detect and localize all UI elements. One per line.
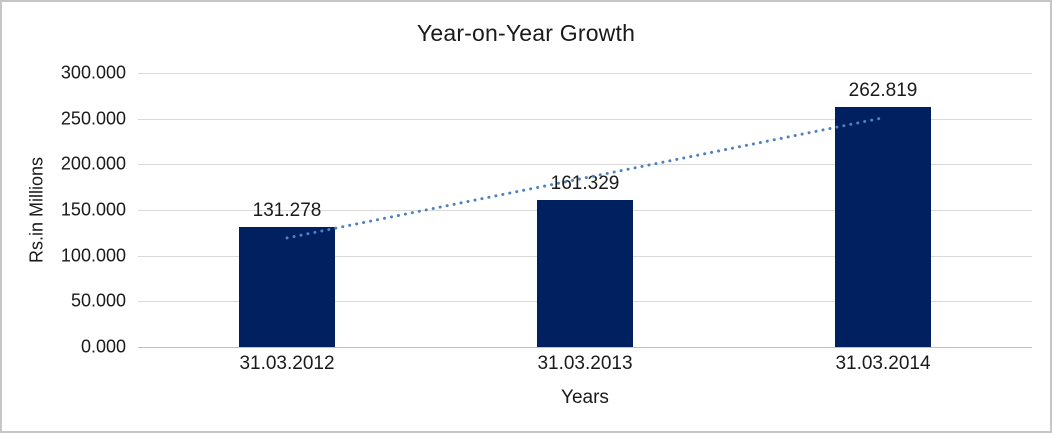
gridline [138, 118, 1032, 120]
gridline [138, 73, 1032, 74]
bar-data-label: 262.819 [848, 79, 918, 101]
y-tick-label: 300.000 [60, 62, 126, 83]
x-axis-categories: 31.03.2012 31.03.2013 31.03.2014 [138, 353, 1032, 377]
bar-data-label: 131.278 [252, 200, 322, 222]
x-category-label: 31.03.2012 [239, 353, 335, 374]
y-tick-label: 250.000 [60, 108, 126, 129]
y-axis-ticks: 0.000 50.000 100.000 150.000 200.000 250.000 3… [2, 63, 126, 357]
y-tick-label: 0.000 [80, 336, 126, 357]
gridline [138, 164, 1032, 166]
bar [835, 106, 931, 347]
chart-title: Year-on-Year Growth [416, 20, 636, 46]
x-category-label: 31.03.2013 [537, 353, 633, 374]
x-axis-line [138, 347, 1032, 348]
y-tick-label: 100.000 [60, 245, 126, 266]
plot-area: 131.278 161.329 262.819 [138, 73, 1032, 348]
y-tick-label: 200.000 [60, 153, 126, 174]
y-tick-label: 150.000 [60, 199, 126, 220]
bar [537, 199, 633, 347]
bar [239, 227, 335, 347]
bar-data-label: 161.329 [550, 172, 620, 194]
x-axis-title: Years [561, 387, 609, 408]
trendline [285, 116, 885, 240]
y-tick-label: 50.000 [70, 290, 126, 311]
x-category-label: 31.03.2014 [835, 353, 931, 374]
